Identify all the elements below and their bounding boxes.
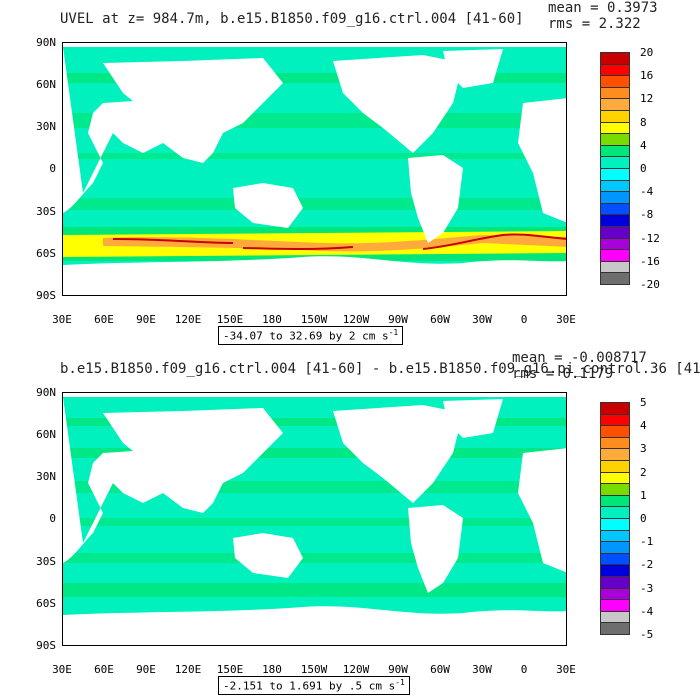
bottom-map-svg (63, 393, 566, 645)
y-label-60n: 60N (36, 428, 56, 441)
bottom-map-plot (62, 392, 567, 646)
x-label-60e: 60E (94, 313, 114, 326)
x-label-30e-end: 30E (556, 313, 576, 326)
legend-label: 12 (640, 92, 654, 106)
y-label-30s: 30S (36, 555, 56, 568)
legend-label: 0 (640, 162, 647, 175)
legend-label: 2 (640, 465, 647, 479)
legend-label: 1 (640, 488, 647, 502)
x-label-30e: 30E (52, 313, 72, 326)
bottom-range-text: -2.151 to 1.691 by .5 cm s (223, 679, 396, 693)
x-label-150e: 150E (216, 663, 244, 676)
bottom-mean-text: mean = -0.008717 (512, 350, 647, 366)
legend-label: 4 (640, 138, 647, 152)
y-label-0: 0 (49, 162, 56, 175)
x-label-90e: 90E (136, 313, 156, 326)
legend-label: 0 (640, 512, 647, 525)
top-range-unit-sup: -1 (388, 328, 399, 337)
x-label-60w: 60W (430, 663, 450, 676)
x-label-180: 180 (262, 663, 282, 676)
bottom-rms-text: rms = 0.1179 (512, 366, 614, 382)
top-map-plot (62, 42, 567, 296)
x-label-150w: 150W (300, 313, 328, 326)
x-label-30e-end: 30E (556, 663, 576, 676)
x-label-30w: 30W (472, 313, 492, 326)
y-label-90n: 90N (36, 36, 56, 49)
legend-label: 5 (640, 396, 647, 409)
x-label-30w: 30W (472, 663, 492, 676)
x-label-60w: 60W (430, 313, 450, 326)
bottom-range-box: -2.151 to 1.691 by .5 cm s-1 (218, 676, 410, 695)
top-rms-text: rms = 2.322 (548, 16, 641, 32)
top-range-text: -34.07 to 32.69 by 2 cm s (223, 329, 389, 343)
x-label-150e: 150E (216, 313, 244, 326)
top-map-svg (63, 43, 566, 295)
legend-label: 8 (640, 115, 647, 129)
legend-label: -8 (640, 208, 654, 222)
y-label-30s: 30S (36, 205, 56, 218)
top-range-box: -34.07 to 32.69 by 2 cm s-1 (218, 326, 404, 345)
x-label-150w: 150W (300, 663, 328, 676)
x-label-30e: 30E (52, 663, 72, 676)
legend-label: -4 (640, 185, 654, 199)
legend-label: -20 (640, 278, 660, 291)
legend-label: -16 (640, 254, 660, 268)
x-label-60e: 60E (94, 663, 114, 676)
x-label-0: 0 (520, 313, 528, 326)
legend-label: 4 (640, 419, 647, 433)
y-label-60s: 60S (36, 597, 56, 610)
x-label-120w: 120W (342, 313, 370, 326)
top-panel: UVEL at z= 984.7m, b.e15.B1850.f09_g16.c… (36, 0, 660, 345)
x-label-90w: 90W (388, 663, 408, 676)
y-label-0: 0 (49, 512, 56, 525)
y-label-90s: 90S (36, 639, 56, 652)
legend-label: -2 (640, 558, 654, 572)
legend-label: 16 (640, 69, 654, 83)
top-panel-title: UVEL at z= 984.7m, b.e15.B1850.f09_g16.c… (60, 11, 524, 27)
x-label-120e: 120E (174, 663, 202, 676)
bottom-panel: b.e15.B1850.f09_g16.ctrl.004 [41-60] - b… (0, 350, 700, 700)
y-label-90s: 90S (36, 289, 56, 302)
x-label-0: 0 (520, 663, 528, 676)
legend-label: 3 (640, 442, 647, 456)
legend-label: -12 (640, 231, 660, 245)
y-label-60n: 60N (36, 78, 56, 91)
legend-label: -5 (640, 628, 654, 641)
top-mean-text: mean = 0.3973 (548, 0, 658, 16)
legend-swatch (600, 622, 630, 635)
legend-label: -3 (640, 581, 654, 595)
legend-label: -4 (640, 604, 654, 618)
x-label-90w: 90W (388, 313, 408, 326)
legend-swatch (600, 272, 630, 285)
bottom-panel-title: b.e15.B1850.f09_g16.ctrl.004 [41-60] - b… (60, 361, 700, 377)
y-label-60s: 60S (36, 247, 56, 260)
x-label-180: 180 (262, 313, 282, 326)
y-label-90n: 90N (36, 386, 56, 399)
y-label-30n: 30N (36, 120, 56, 133)
x-label-120e: 120E (174, 313, 202, 326)
y-label-30n: 30N (36, 470, 56, 483)
x-label-90e: 90E (136, 663, 156, 676)
x-label-120w: 120W (342, 663, 370, 676)
legend-label: -1 (640, 535, 654, 549)
legend-label: 20 (640, 46, 654, 59)
bottom-range-unit-sup: -1 (395, 678, 405, 687)
